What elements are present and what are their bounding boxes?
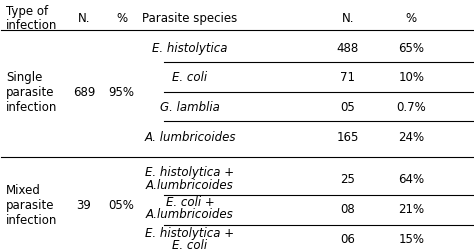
Text: E. coli: E. coli — [173, 71, 208, 84]
Text: 10%: 10% — [398, 71, 424, 84]
Text: 05%: 05% — [109, 198, 135, 211]
Text: 21%: 21% — [398, 202, 424, 215]
Text: E. histolytica +: E. histolytica + — [146, 226, 235, 238]
Text: 15%: 15% — [398, 232, 424, 245]
Text: 488: 488 — [337, 42, 359, 54]
Text: A.lumbricoides: A.lumbricoides — [146, 178, 234, 191]
Text: 71: 71 — [340, 71, 355, 84]
Text: Single
parasite
infection: Single parasite infection — [6, 71, 57, 114]
Text: 64%: 64% — [398, 172, 424, 185]
Text: G. lamblia: G. lamblia — [160, 100, 220, 114]
Text: 25: 25 — [340, 172, 355, 185]
Text: 95%: 95% — [109, 86, 135, 99]
Text: 06: 06 — [340, 232, 355, 245]
Text: N.: N. — [78, 12, 90, 25]
Text: 165: 165 — [337, 130, 359, 143]
Text: E. coli: E. coli — [173, 238, 208, 250]
Text: E. coli +: E. coli + — [165, 195, 214, 208]
Text: %: % — [406, 12, 417, 25]
Text: Type of: Type of — [6, 5, 48, 18]
Text: E. histolytica: E. histolytica — [152, 42, 228, 54]
Text: infection: infection — [6, 19, 57, 32]
Text: Parasite species: Parasite species — [142, 12, 237, 25]
Text: N.: N. — [341, 12, 354, 25]
Text: 24%: 24% — [398, 130, 424, 143]
Text: 0.7%: 0.7% — [396, 100, 426, 114]
Text: 08: 08 — [340, 202, 355, 215]
Text: A. lumbricoides: A. lumbricoides — [144, 130, 236, 143]
Text: Mixed
parasite
infection: Mixed parasite infection — [6, 183, 57, 226]
Text: 39: 39 — [76, 198, 91, 211]
Text: %: % — [116, 12, 127, 25]
Text: 689: 689 — [73, 86, 95, 99]
Text: 05: 05 — [340, 100, 355, 114]
Text: 65%: 65% — [398, 42, 424, 54]
Text: A.lumbricoides: A.lumbricoides — [146, 208, 234, 220]
Text: E. histolytica +: E. histolytica + — [146, 165, 235, 178]
